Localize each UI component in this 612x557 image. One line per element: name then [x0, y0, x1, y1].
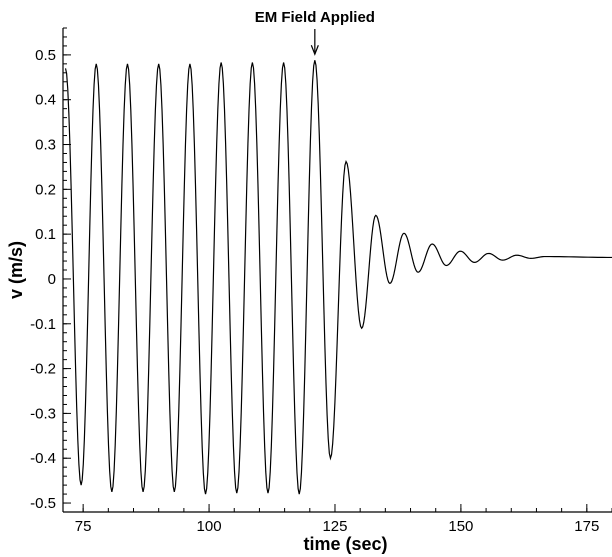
y-tick-label: 0.2 [35, 181, 56, 198]
x-axis-title: time (sec) [303, 534, 387, 554]
y-tick-label: 0.4 [35, 92, 56, 109]
series-line-0 [64, 60, 612, 495]
y-tick-label: -0.5 [30, 495, 56, 512]
x-tick-label: 100 [197, 518, 222, 535]
y-axis-title: v (m/s) [6, 241, 26, 299]
y-tick-label: -0.4 [30, 450, 56, 467]
y-tick-label: -0.3 [30, 405, 56, 422]
x-tick-label: 75 [75, 518, 92, 535]
x-tick-label: 125 [322, 518, 347, 535]
y-tick-label: 0.3 [35, 137, 56, 154]
y-tick-label: 0.5 [35, 47, 56, 64]
x-tick-label: 150 [448, 518, 473, 535]
y-tick-label: 0 [48, 271, 56, 288]
y-tick-label: -0.1 [30, 316, 56, 333]
ticks-layer: 0.5 0.4 0.3 0.2 0.1 0 -0.1 -0.2 -0.3 -0.4 -0.5 75 10… [30, 27, 612, 535]
x-tick-label: 175 [574, 518, 599, 535]
y-tick-label: 0.1 [35, 226, 56, 243]
annotation-arrow [310, 29, 319, 56]
y-tick-label: -0.2 [30, 361, 56, 378]
annotation-label: EM Field Applied [255, 9, 375, 26]
